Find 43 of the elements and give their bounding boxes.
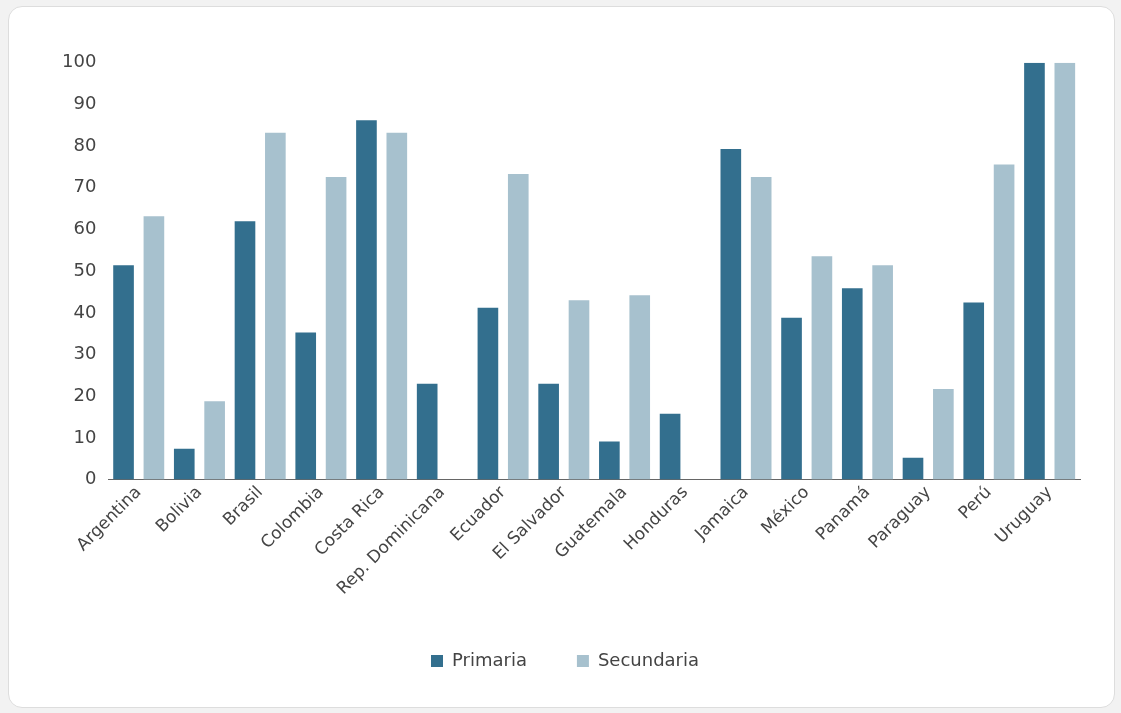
y-tick-label: 0	[84, 467, 97, 489]
bar	[1024, 62, 1045, 480]
bar	[841, 288, 863, 480]
bar	[416, 383, 438, 480]
bar	[599, 441, 620, 480]
y-tick-label: 50	[73, 258, 97, 280]
bar	[872, 265, 893, 480]
bar	[1054, 62, 1076, 480]
bar	[507, 174, 529, 480]
y-tick-label: 60	[73, 217, 97, 239]
y-tick-label: 30	[73, 342, 97, 364]
bar	[204, 401, 225, 480]
bar	[173, 448, 195, 480]
bar	[993, 164, 1015, 480]
bar	[325, 176, 347, 480]
bar	[781, 317, 802, 480]
bar	[265, 132, 286, 480]
y-tick-label: 20	[73, 383, 97, 405]
bar	[113, 265, 134, 480]
y-tick-label: 80	[73, 133, 97, 155]
bar	[386, 132, 408, 480]
y-tick-label: 10	[73, 425, 97, 447]
bar	[720, 149, 742, 480]
bar	[356, 120, 377, 480]
bar	[234, 221, 256, 480]
bar	[629, 295, 651, 480]
bar	[933, 389, 954, 480]
bar	[477, 307, 499, 480]
y-tick-label: 40	[73, 300, 97, 322]
bar	[568, 300, 590, 480]
bar	[902, 457, 924, 480]
bar	[538, 383, 559, 480]
bar	[295, 332, 317, 480]
bar	[750, 176, 772, 480]
bar	[659, 413, 681, 480]
bar	[143, 216, 165, 480]
legend-label: Secundaria	[597, 648, 700, 670]
bar	[963, 302, 985, 480]
y-tick-label: 70	[73, 175, 97, 197]
bar	[811, 256, 833, 480]
y-tick-label: 90	[73, 92, 97, 114]
legend-label: Primaria	[451, 648, 527, 670]
y-tick-label: 100	[62, 50, 97, 72]
